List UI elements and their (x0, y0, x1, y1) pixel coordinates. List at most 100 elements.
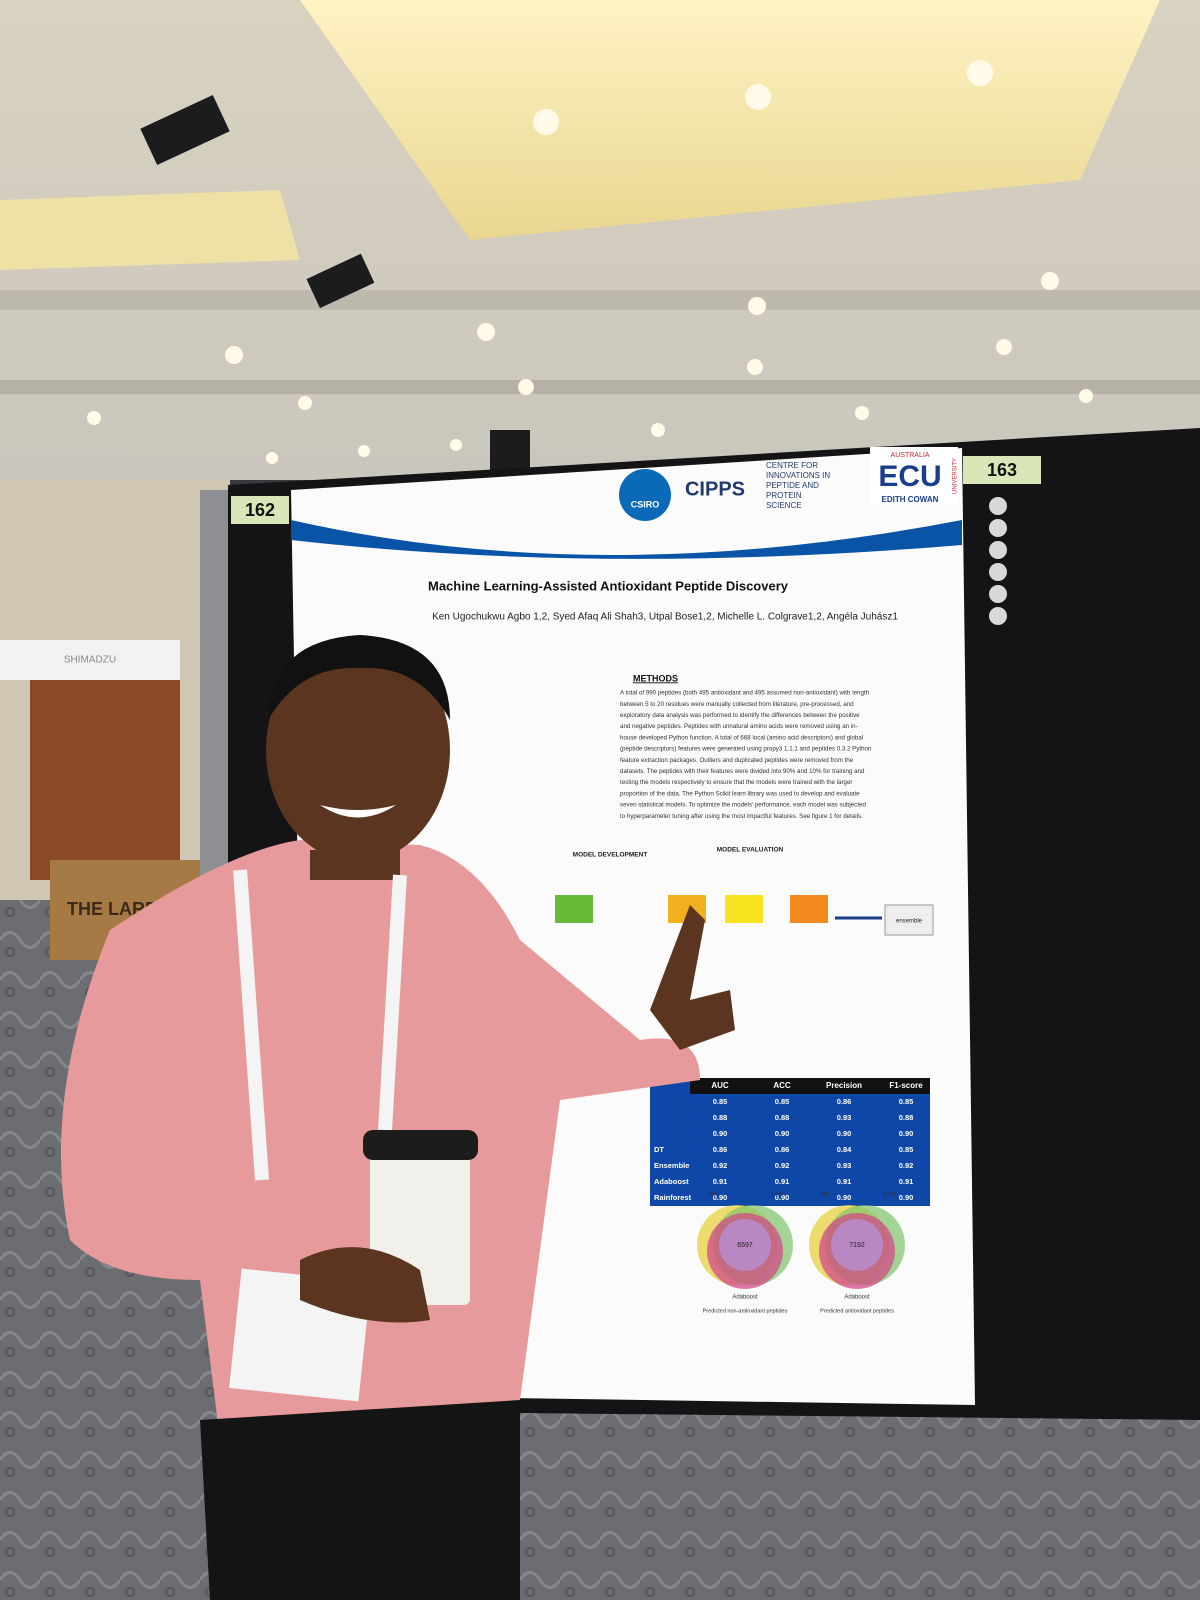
table-cell: 0.85 (775, 1097, 790, 1106)
methods-line: datasets. The peptides with their featur… (620, 768, 865, 775)
table-cell: 0.85 (713, 1097, 728, 1106)
venn-label: Adaboost (732, 1295, 758, 1301)
methods-line: (peptide descriptors) features were gene… (620, 746, 872, 753)
venn-count: 6597 (737, 1242, 753, 1249)
booth-number: 163 (987, 460, 1017, 480)
table-cell: 0.86 (775, 1145, 790, 1154)
person (61, 635, 735, 1600)
table-cell: 0.91 (899, 1177, 914, 1186)
stand-sign: SHIMADZU (64, 655, 116, 666)
ceiling-lights (87, 60, 1093, 464)
booth-number: 162 (245, 500, 275, 520)
table-cell: 0.93 (837, 1161, 852, 1170)
diagram-box-label: ensemble (896, 919, 923, 925)
cipps-name: PEPTIDE AND (766, 481, 819, 490)
ecu-logo (870, 447, 958, 505)
methods-line: to hyperparameter tuning after using the… (620, 813, 863, 820)
methods-line: and negative peptides. Peptides with unn… (620, 723, 858, 730)
spotlights (140, 94, 530, 470)
table-cell: 0.93 (837, 1113, 852, 1122)
ceiling-beam (0, 380, 1200, 394)
table-row-name: Rainforest (654, 1193, 692, 1202)
methods-line: exploratory data analysis was performed … (620, 712, 860, 719)
table-cell: 0.90 (713, 1129, 728, 1138)
methods-heading: METHODS (633, 673, 678, 683)
table-cell: 0.92 (775, 1161, 790, 1170)
table-cell: 0.88 (713, 1113, 728, 1122)
table-cell: 0.85 (899, 1145, 914, 1154)
table-cell: 0.91 (837, 1177, 852, 1186)
ecu-text: ECU (878, 460, 941, 493)
table-cell: 0.84 (837, 1145, 852, 1154)
venn-label: RF (709, 1193, 717, 1199)
table-cell: 0.90 (899, 1193, 914, 1202)
table-cell: 0.90 (713, 1193, 728, 1202)
poster-authors: Ken Ugochukwu Agbo 1,2, Syed Afaq Ali Sh… (432, 612, 898, 623)
venn-core (719, 1219, 771, 1271)
table-cell: 0.91 (775, 1177, 790, 1186)
venn-count: 7192 (849, 1242, 865, 1249)
table-row-name: DT (654, 1145, 664, 1154)
diagram-box (790, 895, 828, 923)
table-header-bg (690, 1078, 930, 1094)
csiro-logo (619, 469, 671, 521)
poster-title: Machine Learning-Assisted Antioxidant Pe… (428, 578, 789, 593)
table-cell: 0.92 (713, 1161, 728, 1170)
table-cell: 0.90 (899, 1129, 914, 1138)
ceiling-glow (0, 190, 300, 270)
table-cell: 0.85 (899, 1097, 914, 1106)
venn-label: RF (821, 1193, 829, 1199)
table-cell: 0.90 (837, 1193, 852, 1202)
venn-label: SVM (770, 1193, 783, 1199)
table-row-name: Adaboost (654, 1177, 689, 1186)
stand-header (0, 640, 180, 680)
methods-line: feature extraction packages. Outliers an… (620, 757, 854, 764)
methods-line: house developed Python function. A total… (620, 734, 863, 741)
poster-banner (291, 520, 962, 559)
pins (989, 497, 1007, 625)
diagram-box (884, 904, 934, 936)
table-cell: 0.86 (837, 1097, 852, 1106)
table-cell: 0.90 (837, 1129, 852, 1138)
booth-label (963, 456, 1041, 484)
table-cell: 0.91 (713, 1177, 728, 1186)
methods-line: A total of 990 peptides (both 495 antiox… (620, 690, 870, 697)
diagram-box (725, 895, 763, 923)
venn-caption: Predicted non-antioxidant peptides (703, 1308, 788, 1314)
ceiling-recess (300, 0, 1160, 240)
table-header: ACC (773, 1081, 791, 1090)
table-cell: 0.92 (899, 1161, 914, 1170)
venn-label: SVM (882, 1193, 895, 1199)
booth-label (231, 496, 289, 524)
methods-line: proportion of the data. The Python Sciki… (620, 790, 860, 797)
diagram-box (555, 895, 593, 923)
ecu-country: AUSTRALIA (891, 452, 930, 459)
csiro-text: CSIRO (631, 499, 660, 509)
table-header: AUC (711, 1081, 729, 1090)
ecu-university: UNIVERSITY (953, 458, 959, 494)
table-header: F1-score (889, 1081, 923, 1090)
venn-core (831, 1219, 883, 1271)
diagram-label: MODEL EVALUATION (717, 847, 784, 854)
table-cell: 0.88 (775, 1113, 790, 1122)
table-cell: 0.90 (775, 1129, 790, 1138)
stand-wall (30, 680, 180, 880)
diagram-label: MODEL DEVELOPMENT (573, 852, 648, 859)
venn-caption: Predicted antioxidant peptides (820, 1308, 894, 1314)
cipps-name: CENTRE FOR (766, 461, 818, 470)
cipps-name: SCIENCE (766, 501, 802, 510)
table-row-name: Ensemble (654, 1161, 689, 1170)
ecu-name: EDITH COWAN (882, 495, 939, 504)
ceiling-beam (0, 290, 1200, 310)
cipps-name: PROTEIN (766, 491, 802, 500)
methods-line: between 5 to 20 residues were manually c… (620, 701, 854, 708)
methods-line: seven statistical models. To optimize th… (620, 802, 866, 809)
table-header: Precision (826, 1081, 862, 1090)
cipps-name: INNOVATIONS IN (766, 471, 830, 480)
cipps-text: CIPPS (685, 478, 745, 500)
table-bg (650, 1078, 930, 1206)
table-cell: 0.90 (775, 1193, 790, 1202)
